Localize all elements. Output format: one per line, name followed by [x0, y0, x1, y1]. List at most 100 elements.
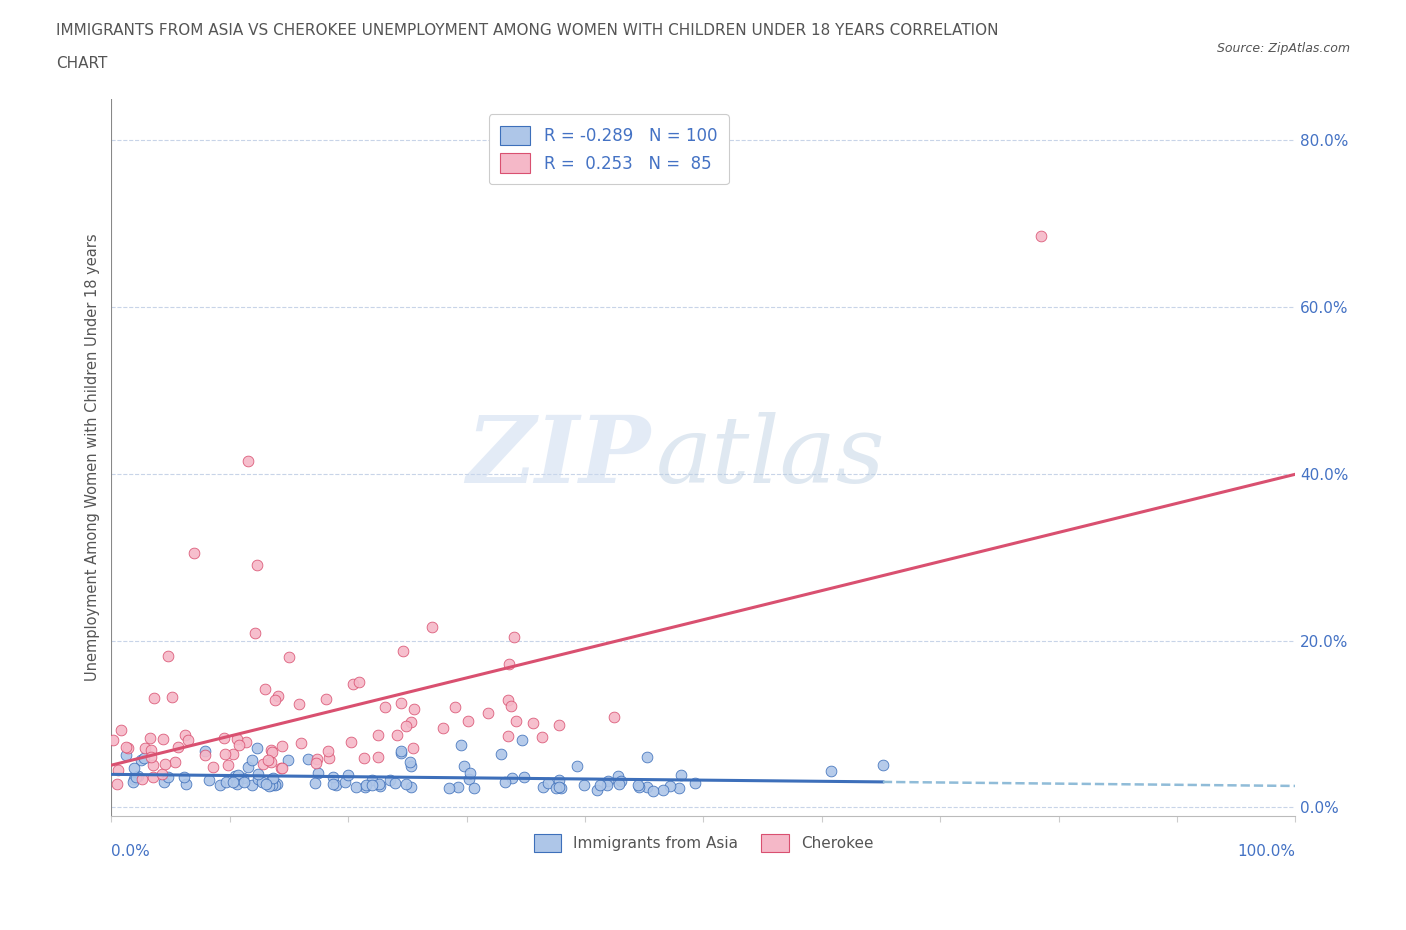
Point — [252, 756, 274, 771]
Point — [235, 735, 257, 750]
Point — [160, 689, 183, 704]
Point — [225, 732, 247, 747]
Point — [378, 773, 401, 788]
Point — [260, 745, 283, 760]
Text: CHART: CHART — [56, 56, 108, 71]
Point — [101, 733, 124, 748]
Point — [505, 714, 527, 729]
Point — [222, 747, 245, 762]
Point — [501, 771, 523, 786]
Point — [668, 780, 690, 795]
Point — [399, 780, 422, 795]
Point — [139, 750, 162, 764]
Point — [174, 776, 197, 790]
Point — [463, 780, 485, 795]
Point — [247, 767, 270, 782]
Point — [499, 698, 522, 713]
Point — [117, 740, 139, 755]
Point — [374, 699, 396, 714]
Point — [202, 759, 225, 774]
Text: Source: ZipAtlas.com: Source: ZipAtlas.com — [1216, 42, 1350, 55]
Point — [240, 777, 263, 792]
Point — [402, 740, 425, 755]
Point — [122, 772, 145, 787]
Point — [367, 728, 389, 743]
Point — [163, 754, 186, 769]
Point — [367, 777, 389, 791]
Point — [399, 754, 422, 769]
Point — [395, 777, 418, 791]
Point — [270, 761, 292, 776]
Point — [513, 770, 536, 785]
Point — [142, 758, 165, 773]
Point — [384, 776, 406, 790]
Point — [457, 714, 479, 729]
Point — [226, 773, 249, 788]
Point — [391, 644, 413, 658]
Point — [395, 719, 418, 734]
Point — [243, 625, 266, 640]
Point — [155, 757, 177, 772]
Point — [659, 778, 682, 793]
Point — [304, 776, 326, 790]
Point — [491, 746, 513, 761]
Point — [259, 754, 281, 769]
Point — [389, 696, 412, 711]
Point — [217, 758, 239, 773]
Point — [627, 778, 650, 793]
Text: 0.0%: 0.0% — [111, 844, 150, 859]
Text: IMMIGRANTS FROM ASIA VS CHEROKEE UNEMPLOYMENT AMONG WOMEN WITH CHILDREN UNDER 18: IMMIGRANTS FROM ASIA VS CHEROKEE UNEMPLO… — [56, 23, 998, 38]
Point — [401, 715, 423, 730]
Point — [263, 693, 285, 708]
Text: 100.0%: 100.0% — [1237, 844, 1295, 859]
Point — [214, 775, 236, 790]
Point — [246, 558, 269, 573]
Point — [240, 753, 263, 768]
Point — [325, 777, 347, 792]
Point — [548, 772, 571, 787]
Point — [139, 742, 162, 757]
Point — [134, 740, 156, 755]
Y-axis label: Unemployment Among Women with Children Under 18 years: Unemployment Among Women with Children U… — [86, 233, 100, 681]
Point — [150, 767, 173, 782]
Point — [107, 763, 129, 777]
Point — [360, 773, 382, 788]
Point — [404, 702, 426, 717]
Point — [322, 769, 344, 784]
Point — [531, 779, 554, 794]
Point — [257, 752, 280, 767]
Point — [1029, 229, 1052, 244]
Point — [361, 777, 384, 792]
Point — [110, 723, 132, 737]
Point — [636, 750, 658, 764]
Point — [636, 780, 658, 795]
Point — [399, 759, 422, 774]
Point — [447, 779, 470, 794]
Text: ZIP: ZIP — [465, 412, 650, 502]
Point — [367, 750, 389, 764]
Point — [277, 752, 299, 767]
Point — [498, 657, 520, 671]
Point — [537, 776, 560, 790]
Point — [316, 744, 339, 759]
Point — [288, 697, 311, 711]
Point — [266, 777, 288, 791]
Point — [510, 732, 533, 747]
Point — [307, 766, 329, 781]
Point — [105, 777, 128, 791]
Point — [254, 777, 277, 791]
Point — [460, 766, 482, 781]
Point — [115, 739, 138, 754]
Point — [194, 744, 217, 759]
Point — [530, 730, 553, 745]
Point — [432, 721, 454, 736]
Point — [586, 782, 609, 797]
Point — [603, 710, 626, 724]
Point — [174, 727, 197, 742]
Point — [496, 729, 519, 744]
Point — [173, 770, 195, 785]
Point — [232, 771, 254, 786]
Point — [354, 779, 377, 794]
Point — [262, 770, 284, 785]
Point — [389, 745, 412, 760]
